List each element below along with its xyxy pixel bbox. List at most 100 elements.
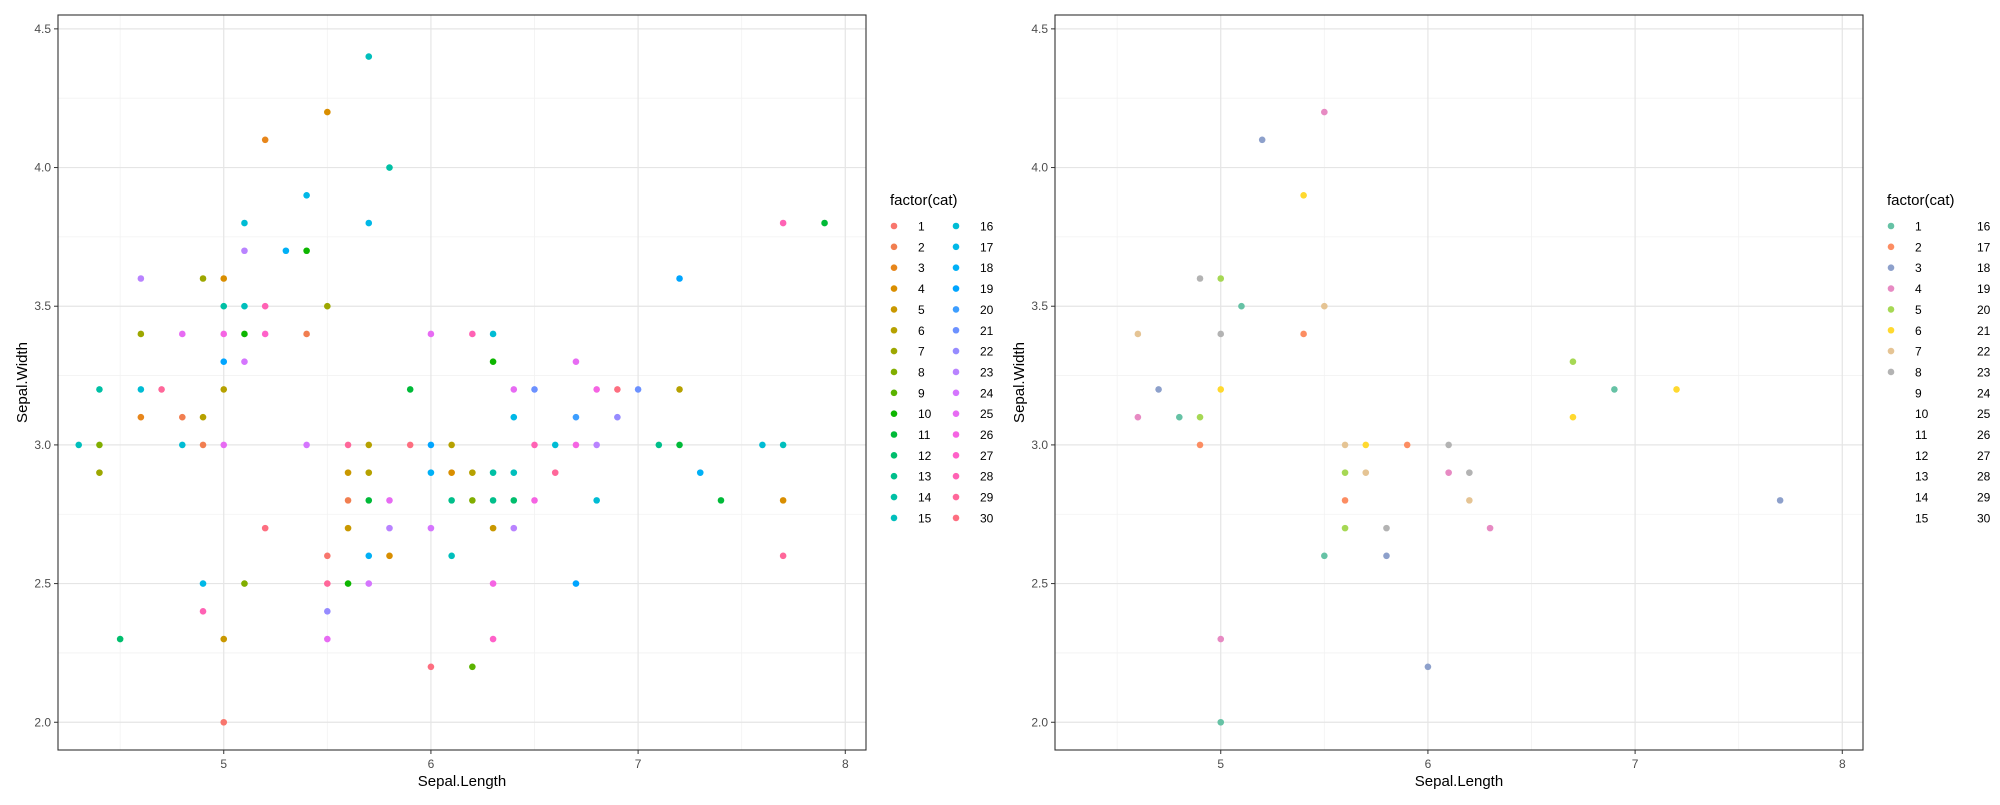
- data-point: [489, 358, 497, 365]
- legend-key: [890, 326, 898, 334]
- data-point: [199, 441, 207, 449]
- legend-label: 7: [1915, 345, 1922, 359]
- data-point: [1321, 552, 1328, 560]
- legend-label: 29: [1977, 491, 1991, 505]
- data-point: [1217, 386, 1225, 393]
- legend-key: [952, 285, 960, 292]
- data-point: [572, 580, 580, 587]
- legend: factor(cat)12345678910111213141516171819…: [890, 192, 994, 525]
- data-point: [593, 497, 600, 504]
- legend-key: [890, 222, 898, 230]
- legend-label: 26: [980, 428, 994, 442]
- data-point: [655, 441, 663, 449]
- scatter-panel-1: 5 6 7 8 2.0 2.5 3.0 3.5 4.0 4.5 Sepal.Length Sepal.…: [14, 14, 994, 790]
- legend-key: [952, 264, 960, 272]
- data-point: [220, 302, 228, 310]
- data-point: [551, 441, 559, 449]
- panel-border: [1054, 14, 1864, 751]
- data-point: [469, 330, 476, 338]
- data-point: [489, 580, 497, 587]
- data-point: [220, 441, 228, 449]
- legend-label: 22: [1977, 345, 1991, 359]
- y-tick-label: 4.5: [34, 22, 51, 36]
- legend-key: [952, 514, 960, 522]
- data-point: [1155, 386, 1162, 393]
- legend-label: 30: [980, 511, 994, 525]
- legend-label: 11: [1915, 428, 1928, 442]
- data-point: [199, 608, 207, 615]
- data-point: [365, 469, 373, 476]
- legend-label: 15: [918, 511, 932, 525]
- data-point: [1341, 441, 1349, 449]
- data-point: [261, 524, 269, 532]
- legend-label: 15: [1915, 511, 1929, 525]
- data-point: [137, 413, 145, 421]
- data-point: [1196, 441, 1204, 449]
- legend-key: [890, 514, 898, 522]
- data-point: [344, 524, 352, 532]
- legend-label: 24: [980, 386, 994, 400]
- legend-key: [952, 431, 960, 438]
- plot-background: [1055, 15, 1863, 750]
- data-point: [1217, 330, 1225, 338]
- legend-label: 28: [1977, 470, 1991, 484]
- data-point: [344, 441, 352, 449]
- legend-key: [890, 264, 898, 272]
- data-point: [324, 580, 331, 587]
- data-point: [303, 191, 310, 199]
- data-point: [1134, 330, 1142, 338]
- legend-key: [890, 347, 898, 355]
- legend-label: 5: [918, 303, 925, 317]
- legend-label: 30: [1977, 511, 1991, 525]
- legend-label: 23: [980, 365, 994, 379]
- data-point: [1217, 275, 1225, 282]
- x-tick-label: 5: [220, 757, 227, 771]
- data-point: [779, 219, 787, 227]
- data-point: [489, 524, 497, 532]
- legend-key: [1887, 347, 1895, 355]
- data-point: [261, 330, 269, 338]
- legend-key: [952, 493, 960, 501]
- legend-label: 2: [1915, 240, 1922, 254]
- data-point: [510, 524, 518, 532]
- legend-key: [890, 452, 898, 459]
- data-point: [1217, 635, 1225, 643]
- legend-label: 25: [1977, 407, 1991, 421]
- legend-key: [890, 431, 898, 438]
- data-point: [1424, 663, 1432, 671]
- data-point: [1341, 469, 1349, 476]
- legend-key: [890, 410, 898, 417]
- data-point: [303, 441, 310, 449]
- data-point: [365, 580, 373, 587]
- data-point: [220, 358, 228, 365]
- data-point: [199, 275, 207, 282]
- data-point: [1196, 413, 1204, 421]
- legend-label: 20: [1977, 303, 1991, 317]
- data-point: [344, 580, 352, 587]
- y-tick-label: 2.0: [34, 715, 51, 729]
- data-point: [241, 580, 248, 587]
- legend-key: [952, 368, 960, 376]
- data-point: [406, 441, 414, 449]
- legend-key: [952, 452, 960, 459]
- legend-label: 14: [918, 491, 932, 505]
- major-gridlines: [58, 15, 866, 750]
- legend-label: 1: [1915, 220, 1922, 234]
- legend-key: [952, 389, 960, 397]
- legend-key: [952, 472, 960, 480]
- legend-label: 29: [980, 491, 994, 505]
- x-tick-label: 6: [428, 757, 435, 771]
- data-point: [489, 330, 497, 338]
- major-gridlines: [1055, 15, 1863, 750]
- data-point: [779, 441, 787, 449]
- legend-label: 19: [980, 282, 994, 296]
- data-point: [759, 441, 766, 449]
- data-point: [1362, 441, 1370, 449]
- legend-key: [1887, 285, 1895, 292]
- data-point: [220, 718, 228, 726]
- data-point: [386, 552, 393, 560]
- data-point: [1134, 413, 1142, 421]
- data-point: [1217, 718, 1225, 726]
- data-point: [779, 552, 787, 560]
